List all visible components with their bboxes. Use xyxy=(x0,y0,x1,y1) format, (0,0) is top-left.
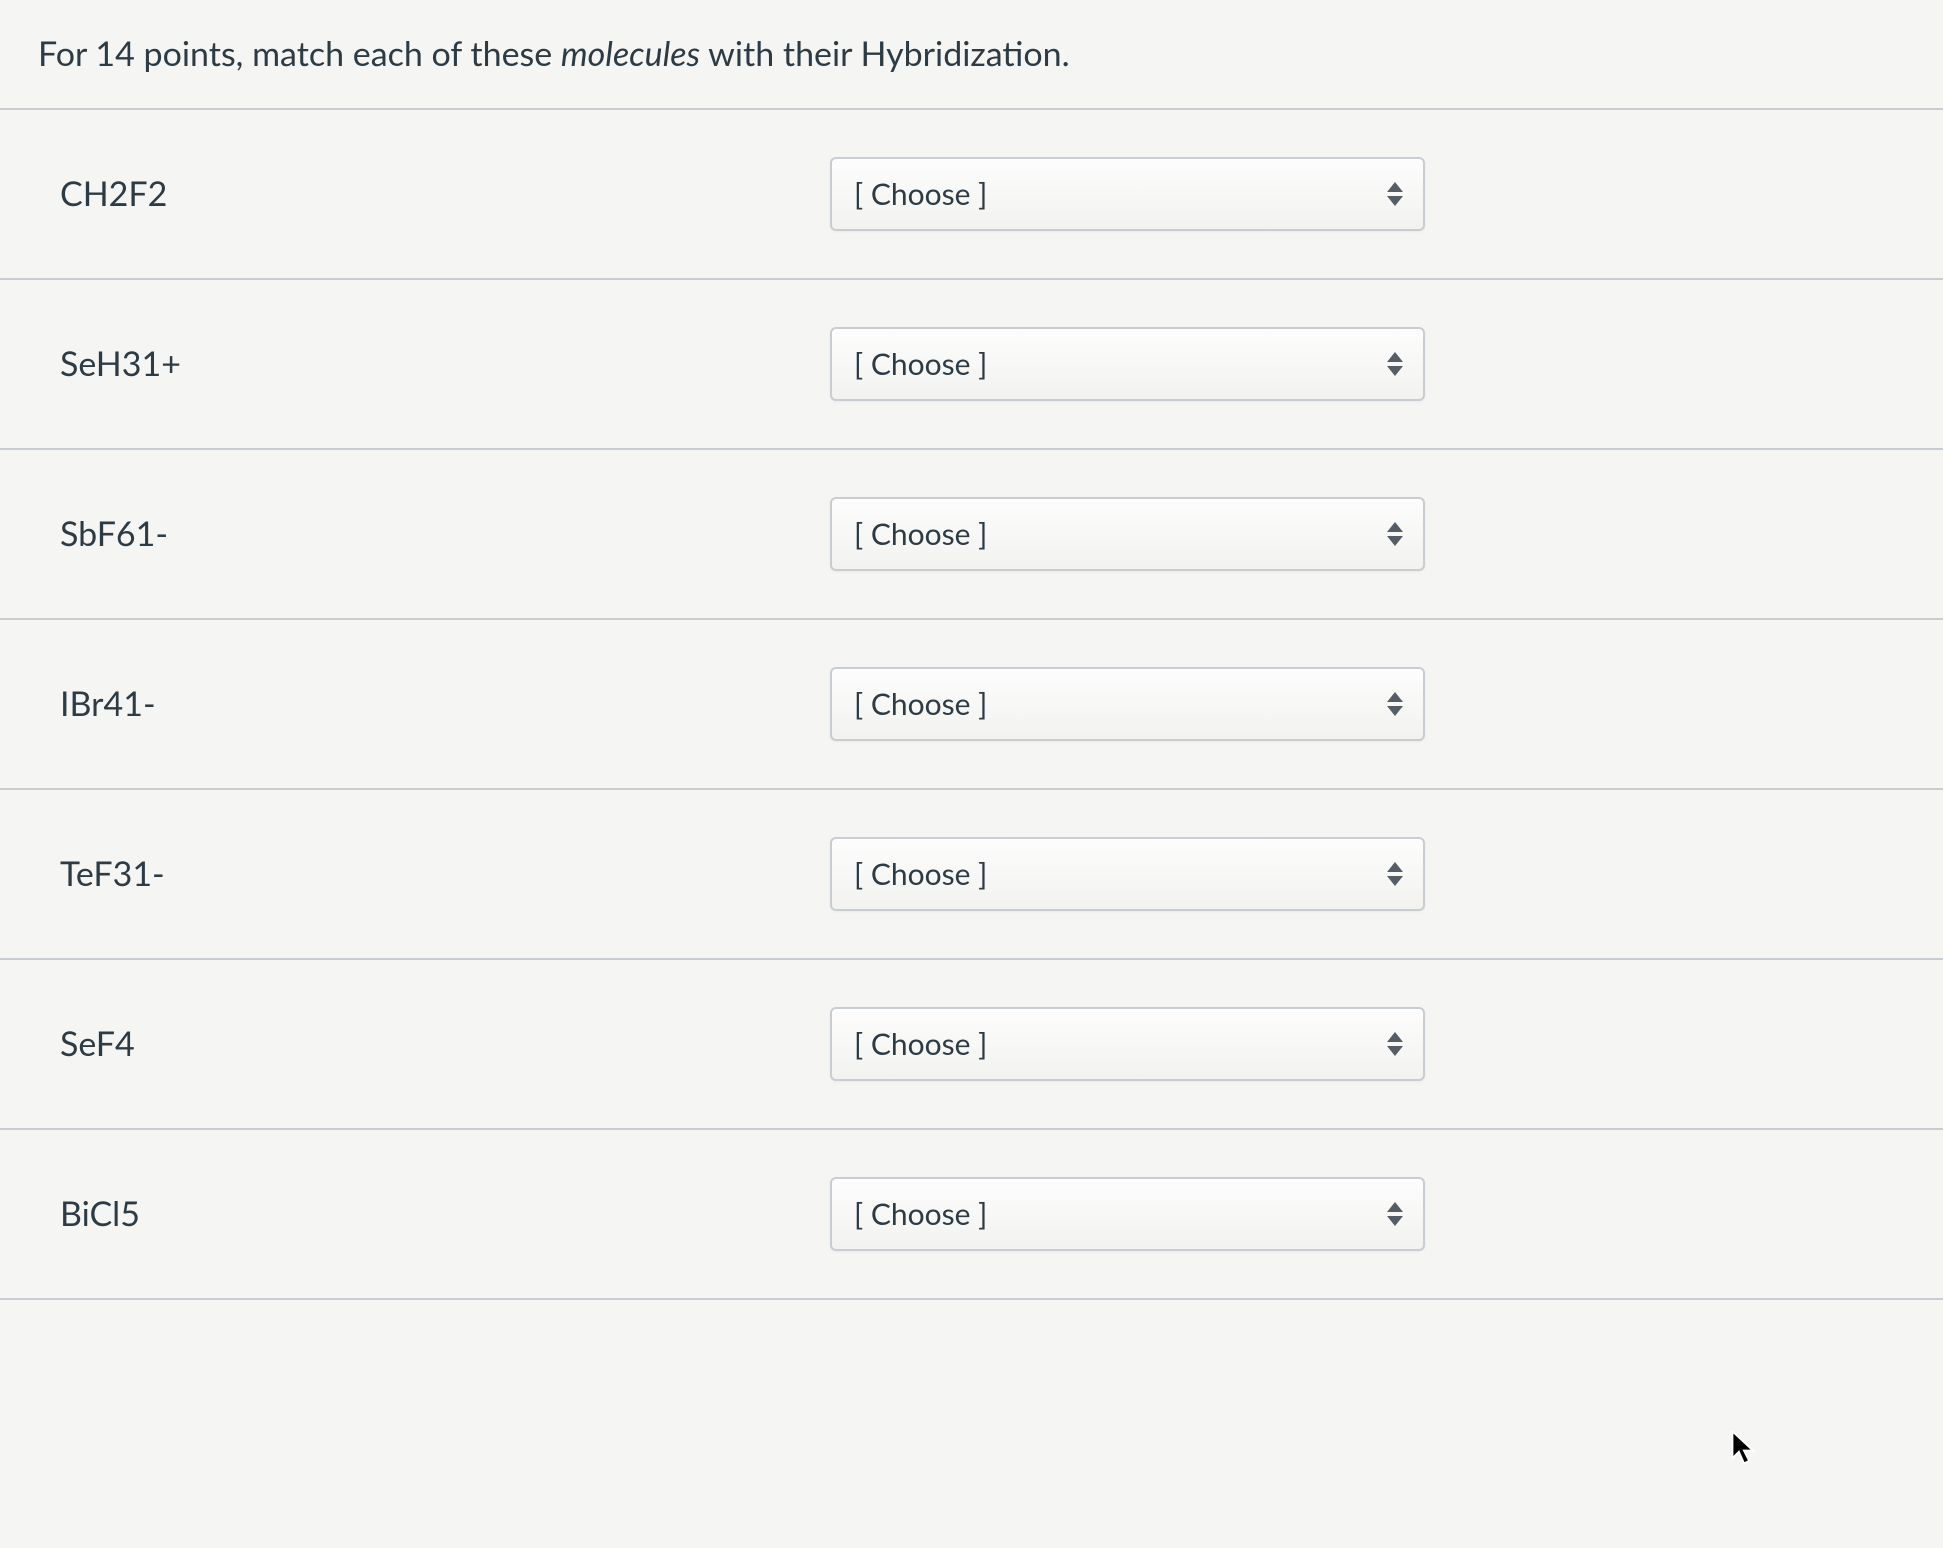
select-placeholder-text: [ Choose ] xyxy=(854,516,987,552)
molecule-label: CH2F2 xyxy=(60,173,830,214)
molecule-label: TeF31- xyxy=(60,853,830,894)
match-table: CH2F2 [ Choose ] SeH31+ [ Choose ] SbF61… xyxy=(0,108,1943,1300)
select-placeholder-text: [ Choose ] xyxy=(854,686,987,722)
molecule-label: IBr41- xyxy=(60,683,830,724)
hybridization-select[interactable]: [ Choose ] xyxy=(830,1177,1425,1251)
hybridization-select[interactable]: [ Choose ] xyxy=(830,837,1425,911)
select-placeholder-text: [ Choose ] xyxy=(854,346,987,382)
molecule-label: BiCl5 xyxy=(60,1193,830,1234)
prompt-text-em: molecules xyxy=(561,33,700,74)
hybridization-select[interactable]: [ Choose ] xyxy=(830,497,1425,571)
hybridization-select-wrap: [ Choose ] xyxy=(830,667,1425,741)
molecule-label: SeF4 xyxy=(60,1023,830,1064)
hybridization-select-wrap: [ Choose ] xyxy=(830,157,1425,231)
match-row: SbF61- [ Choose ] xyxy=(0,450,1943,620)
match-row: SeF4 [ Choose ] xyxy=(0,960,1943,1130)
molecule-label: SeH31+ xyxy=(60,343,830,384)
match-row: SeH31+ [ Choose ] xyxy=(0,280,1943,450)
hybridization-select[interactable]: [ Choose ] xyxy=(830,1007,1425,1081)
match-row: BiCl5 [ Choose ] xyxy=(0,1130,1943,1300)
hybridization-select-wrap: [ Choose ] xyxy=(830,837,1425,911)
hybridization-select-wrap: [ Choose ] xyxy=(830,1177,1425,1251)
prompt-text-pre: For 14 points, match each of these xyxy=(38,33,561,74)
match-row: IBr41- [ Choose ] xyxy=(0,620,1943,790)
hybridization-select-wrap: [ Choose ] xyxy=(830,1007,1425,1081)
molecule-label: SbF61- xyxy=(60,513,830,554)
match-row: CH2F2 [ Choose ] xyxy=(0,110,1943,280)
mouse-cursor-icon xyxy=(1730,1430,1758,1466)
question-prompt: For 14 points, match each of these molec… xyxy=(0,30,1943,108)
hybridization-select-wrap: [ Choose ] xyxy=(830,327,1425,401)
hybridization-select[interactable]: [ Choose ] xyxy=(830,157,1425,231)
prompt-text-post: with their Hybridization. xyxy=(700,33,1070,74)
select-placeholder-text: [ Choose ] xyxy=(854,176,987,212)
select-placeholder-text: [ Choose ] xyxy=(854,856,987,892)
hybridization-select[interactable]: [ Choose ] xyxy=(830,327,1425,401)
match-row: TeF31- [ Choose ] xyxy=(0,790,1943,960)
hybridization-select[interactable]: [ Choose ] xyxy=(830,667,1425,741)
select-placeholder-text: [ Choose ] xyxy=(854,1196,987,1232)
select-placeholder-text: [ Choose ] xyxy=(854,1026,987,1062)
hybridization-select-wrap: [ Choose ] xyxy=(830,497,1425,571)
